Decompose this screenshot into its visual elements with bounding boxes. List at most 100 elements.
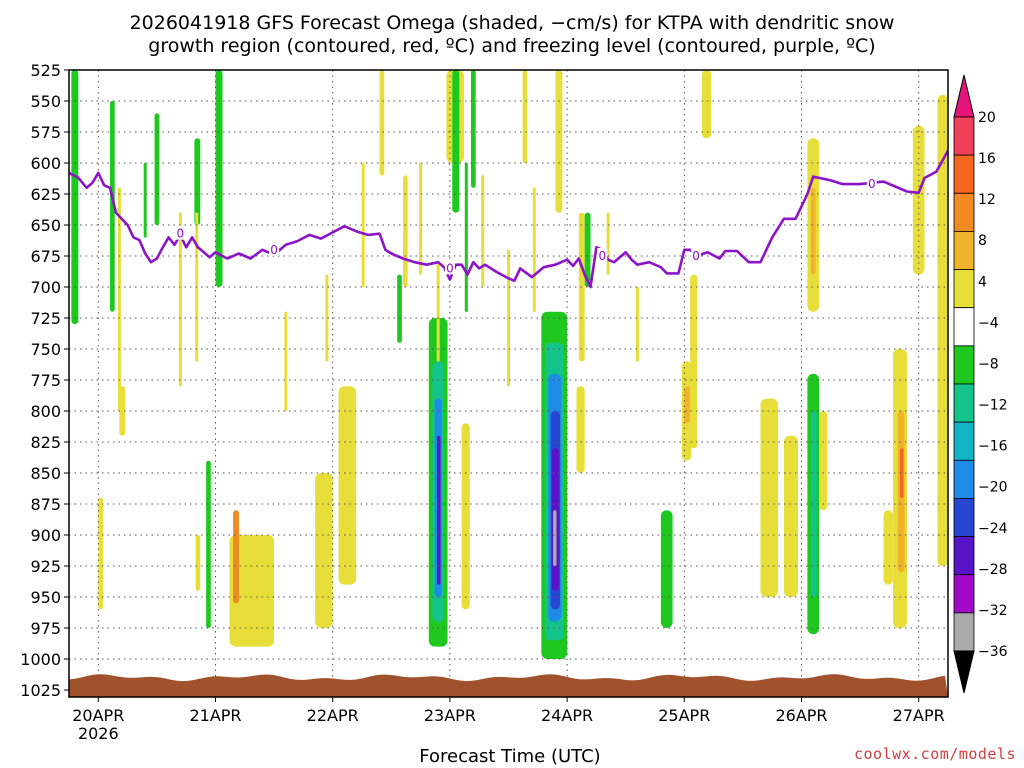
omega-region-17 — [810, 187, 816, 275]
colorbar-swatch-12 — [953, 574, 975, 614]
freezing-level-label-2: 0 — [446, 261, 454, 275]
omega-region-5 — [379, 70, 385, 176]
omega-region-52 — [883, 510, 893, 585]
colorbar-label-0: 20 — [978, 110, 996, 126]
omega-region-37 — [338, 386, 357, 585]
x-tick-label-6: 26APR — [775, 706, 827, 725]
colorbar-swatch-7 — [953, 383, 975, 423]
chart-title-line2: growth region (contoured, red, ºC) and f… — [148, 35, 875, 57]
colorbar-label-7: −12 — [978, 398, 1008, 414]
colorbar-label-8: −16 — [978, 439, 1008, 455]
omega-streak-5 — [325, 274, 329, 362]
colorbar-swatch-2 — [953, 192, 975, 232]
x-axis-label: Forecast Time (UTC) — [419, 746, 600, 767]
chart-title-line1: 2026041918 GFS Forecast Omega (shaded, −… — [130, 12, 895, 34]
colorbar-label-6: −8 — [978, 356, 999, 372]
omega-region-7 — [403, 175, 408, 287]
omega-region-39 — [576, 386, 585, 473]
omega-streak-11 — [507, 249, 510, 387]
y-tick-label-16: 925 — [30, 557, 61, 576]
omega-region-0 — [71, 70, 79, 325]
omega-streak-13 — [606, 212, 610, 275]
omega-streak-4 — [284, 311, 288, 411]
colorbar: 20 16 12 8 4 −4 −8 −12 −16 −20 −24 −28 −32 −36 — [953, 74, 1008, 694]
omega-streak-8 — [436, 262, 440, 362]
freezing-level-label-bg-4 — [691, 248, 702, 262]
colorbar-label-3: 8 — [978, 233, 987, 249]
omega-region-15 — [701, 70, 712, 139]
omega-region-12 — [555, 70, 563, 213]
omega-region-47 — [810, 411, 817, 597]
freezing-level-label-1: 0 — [270, 243, 278, 257]
y-tick-label-12: 825 — [30, 433, 61, 452]
omega-streak-7 — [419, 163, 423, 275]
y-tick-label-8: 725 — [30, 309, 61, 328]
freezing-level-label-bg-3 — [597, 248, 608, 262]
omega-region-3 — [194, 138, 201, 225]
freezing-level-label-0: 0 — [177, 227, 185, 241]
x-tick-sublabel-0: 2026 — [78, 724, 119, 743]
y-tick-label-9: 750 — [30, 340, 61, 359]
omega-region-43 — [690, 274, 698, 449]
omega-region-35 — [233, 510, 239, 604]
y-tick-label-13: 850 — [30, 464, 61, 483]
freezing-level-label-3: 0 — [598, 249, 606, 263]
omega-region-23 — [437, 435, 441, 585]
omega-region-4 — [215, 70, 223, 287]
omega-region-38 — [461, 423, 470, 610]
omega-streak-1 — [143, 163, 147, 238]
plot-area: 0 0 0 0 0 0 — [69, 70, 948, 697]
omega-region-6 — [397, 274, 402, 343]
colorbar-bottom-arrow — [953, 650, 975, 694]
freezing-level-label-bg-5 — [866, 176, 877, 191]
credit-text: coolwx.com/models — [854, 745, 1016, 763]
omega-region-9 — [452, 70, 460, 213]
colorbar-swatch-10 — [953, 498, 975, 537]
omega-region-51 — [899, 448, 904, 498]
x-tick-label-2: 22APR — [307, 706, 359, 725]
omega-region-14 — [584, 212, 591, 287]
colorbar-swatch-4 — [953, 269, 975, 309]
y-tick-label-3: 600 — [30, 154, 61, 173]
colorbar-label-2: 12 — [978, 192, 996, 208]
colorbar-swatch-8 — [953, 421, 975, 461]
omega-region-36 — [315, 473, 333, 628]
y-tick-label-1: 550 — [30, 92, 61, 111]
omega-region-32 — [195, 535, 201, 591]
omega-streak-0 — [117, 187, 121, 411]
omega-streak-14 — [635, 287, 639, 362]
x-tick-label-1: 21APR — [189, 706, 241, 725]
colorbar-label-1: 16 — [978, 151, 996, 167]
y-tick-label-6: 675 — [30, 247, 61, 266]
omega-region-40 — [660, 510, 673, 628]
colorbar-swatch-9 — [953, 459, 975, 499]
y-tick-label-7: 700 — [30, 278, 61, 297]
colorbar-label-5: −4 — [978, 315, 999, 331]
y-tick-label-20: 1025 — [20, 681, 61, 700]
y-tick-label-19: 1000 — [20, 650, 61, 669]
y-tick-label-5: 650 — [30, 216, 61, 235]
x-tick-label-5: 25APR — [658, 706, 710, 725]
colorbar-swatch-13 — [953, 612, 975, 652]
omega-region-34 — [229, 535, 275, 647]
freezing-level-label-bg-1 — [269, 241, 280, 256]
colorbar-swatch-0 — [953, 116, 975, 156]
surface-terrain — [69, 674, 948, 697]
y-tick-label-17: 950 — [30, 588, 61, 607]
freezing-level-label-bg-2 — [444, 260, 455, 275]
y-tick-label-14: 875 — [30, 495, 61, 514]
omega-region-1 — [110, 101, 115, 312]
y-axis: 525 550 575 600 625 650 675 700 725 750 775 800 825 8… — [20, 61, 69, 700]
omega-shading — [71, 70, 948, 659]
colorbar-swatch-5 — [953, 307, 975, 347]
colorbar-top-arrow — [953, 74, 975, 118]
colorbar-swatch-1 — [953, 154, 975, 194]
colorbar-label-9: −20 — [978, 480, 1008, 496]
y-tick-label-18: 975 — [30, 619, 61, 638]
freezing-level-line — [69, 149, 948, 289]
omega-region-33 — [206, 460, 211, 628]
omega-region-19 — [937, 94, 948, 567]
omega-region-44 — [760, 398, 779, 597]
